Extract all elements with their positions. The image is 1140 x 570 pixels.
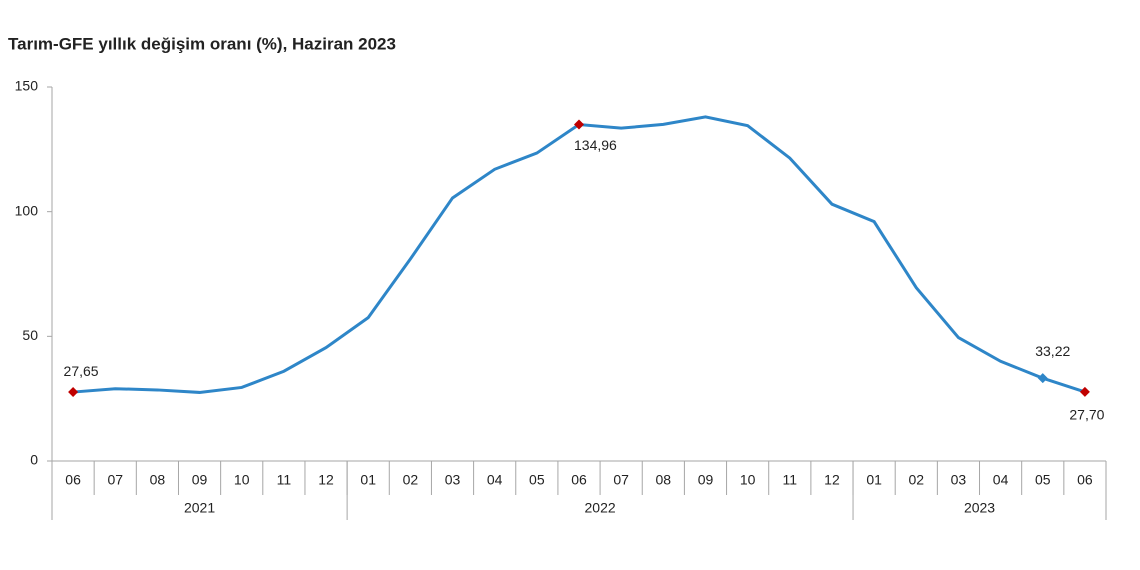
x-tick-label: 04: [487, 472, 503, 488]
x-tick-label: 01: [866, 472, 882, 488]
x-tick-label: 09: [192, 472, 208, 488]
x-tick-label: 06: [1077, 472, 1093, 488]
group-label: 2022: [585, 500, 616, 516]
x-tick-label: 09: [698, 472, 714, 488]
x-tick-label: 11: [277, 472, 292, 488]
x-tick-label: 10: [234, 472, 250, 488]
marker: [1037, 373, 1048, 384]
y-tick-label: 0: [30, 452, 38, 468]
x-tick-label: 12: [824, 472, 840, 488]
x-tick-label: 02: [403, 472, 419, 488]
x-tick-label: 08: [150, 472, 166, 488]
group-label: 2021: [184, 500, 215, 516]
data-label: 27,65: [64, 363, 99, 379]
marker: [68, 387, 79, 398]
line: [72, 115, 1086, 394]
y-tick-label: 150: [15, 78, 39, 94]
group-label: 2023: [964, 500, 995, 516]
x-tick-label: 06: [65, 472, 81, 488]
x-tick-label: 11: [783, 472, 798, 488]
y-tick-label: 100: [15, 202, 39, 218]
data-label: 27,70: [1069, 407, 1104, 423]
data-label: 134,96: [574, 137, 617, 153]
x-tick-label: 05: [1035, 472, 1051, 488]
x-tick-label: 03: [951, 472, 967, 488]
x-tick-label: 07: [107, 472, 123, 488]
x-tick-label: 04: [993, 472, 1009, 488]
y-tick-label: 50: [22, 327, 38, 343]
marker: [1079, 386, 1090, 397]
x-tick-label: 05: [529, 472, 545, 488]
x-tick-label: 10: [740, 472, 756, 488]
x-tick-label: 03: [445, 472, 461, 488]
x-tick-label: 06: [571, 472, 587, 488]
x-tick-label: 12: [318, 472, 334, 488]
x-tick-label: 07: [613, 472, 629, 488]
x-tick-label: 02: [908, 472, 924, 488]
x-tick-label: 01: [360, 472, 376, 488]
x-tick-label: 08: [656, 472, 672, 488]
marker: [574, 119, 584, 130]
data-label: 33,22: [1035, 343, 1070, 359]
chart-title: Tarım-GFE yıllık değişim oranı (%), Hazi…: [8, 34, 396, 53]
